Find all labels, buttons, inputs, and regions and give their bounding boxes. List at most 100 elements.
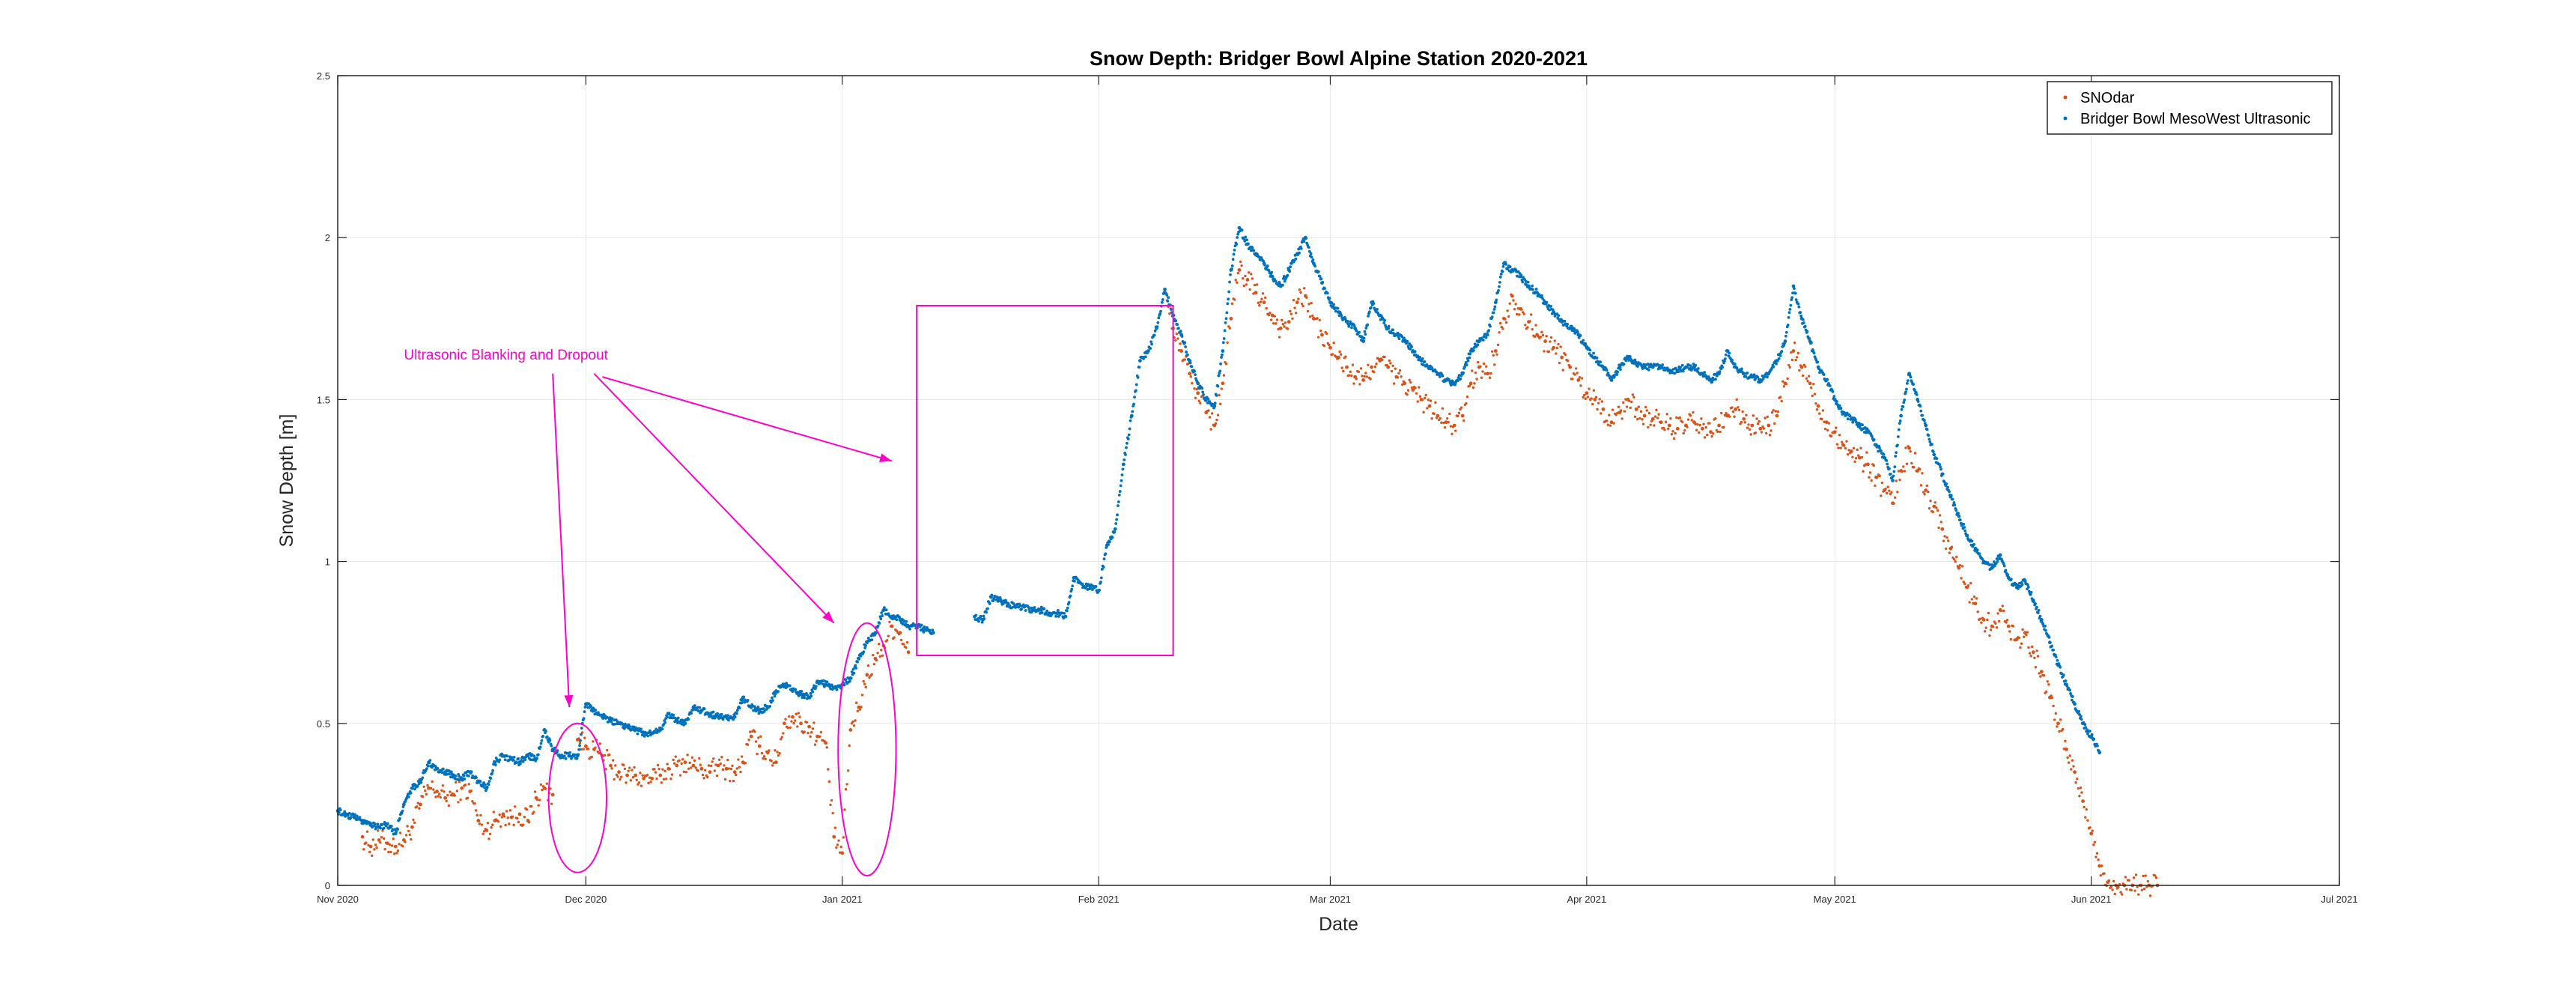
sample-dot: [1519, 273, 1523, 277]
sample-dot: [1183, 358, 1187, 361]
sample-dot: [2079, 786, 2083, 790]
sample-dot: [1481, 370, 1484, 373]
sample-dot: [499, 825, 502, 828]
snodar-point: [385, 841, 389, 846]
sample-dot: [371, 854, 374, 858]
sample-dot: [1331, 353, 1334, 356]
sample-dot: [1136, 376, 1140, 379]
sample-dot: [1300, 303, 1304, 306]
snodar-point: [708, 770, 712, 775]
sample-dot: [447, 804, 451, 807]
sample-dot: [1889, 472, 1892, 476]
sample-dot: [535, 798, 539, 801]
sample-dot: [870, 638, 874, 642]
sample-dot: [1464, 360, 1468, 364]
sample-dot: [854, 664, 857, 667]
snodar-point: [435, 790, 439, 794]
sample-dot: [835, 846, 838, 849]
sample-dot: [2009, 637, 2013, 641]
sample-dot: [2064, 679, 2068, 682]
sample-dot: [376, 829, 380, 832]
sample-dot: [809, 691, 812, 695]
snodar-point: [724, 766, 729, 771]
sample-dot: [1267, 269, 1271, 273]
sample-dot: [985, 610, 988, 614]
sample-dot: [1919, 467, 1922, 471]
sample-dot: [1403, 339, 1407, 342]
sample-dot: [1504, 318, 1507, 321]
sample-dot: [577, 748, 581, 751]
sample-dot: [1686, 418, 1690, 421]
sample-dot: [2071, 759, 2074, 762]
sample-dot: [1981, 557, 1984, 561]
sample-dot: [545, 735, 549, 739]
sample-dot: [864, 643, 867, 647]
annotation-arrowhead: [564, 694, 574, 708]
sample-dot: [400, 811, 404, 815]
sample-dot: [1822, 373, 1826, 376]
sample-dot: [1319, 329, 1322, 333]
sample-dot: [681, 758, 684, 761]
sample-dot: [698, 706, 702, 709]
legend-box: [2047, 81, 2333, 135]
sample-dot: [1671, 430, 1674, 433]
sample-dot: [416, 784, 419, 788]
sample-dot: [1403, 336, 1406, 340]
sample-dot: [1339, 353, 1343, 356]
sample-dot: [1445, 416, 1449, 420]
sample-dot: [471, 800, 474, 803]
sample-dot: [1883, 456, 1887, 460]
sample-dot: [1190, 365, 1194, 369]
sample-dot: [1179, 330, 1182, 333]
sample-dot: [1561, 369, 1565, 372]
sample-dot: [1366, 323, 1370, 327]
snodar-point: [1403, 381, 1407, 386]
sample-dot: [616, 775, 619, 778]
sample-dot: [687, 767, 690, 770]
snodar-point: [501, 812, 505, 816]
sample-dot: [1928, 437, 1931, 441]
sample-dot: [1647, 425, 1650, 429]
sample-dot: [709, 764, 713, 768]
sample-dot: [1383, 355, 1386, 359]
sample-dot: [445, 799, 448, 803]
sample-dot: [1221, 353, 1224, 357]
sample-dot: [1071, 584, 1075, 588]
sample-dot: [862, 679, 865, 683]
sample-dot: [1950, 545, 1954, 548]
sample-dot: [1904, 390, 1907, 394]
sample-dot: [2002, 609, 2005, 613]
sample-dot: [1706, 433, 1709, 437]
sample-dot: [858, 708, 862, 711]
sample-dot: [2124, 876, 2127, 879]
sample-dot: [1208, 416, 1212, 419]
sample-dot: [1893, 465, 1897, 469]
sample-dot: [836, 843, 839, 846]
sample-dot: [1975, 548, 1979, 552]
sample-dot: [425, 793, 428, 796]
sample-dot: [1433, 412, 1436, 416]
sample-dot: [410, 837, 413, 841]
sample-dot: [455, 781, 458, 784]
sample-dot: [1423, 360, 1427, 363]
chart-title: Snow Depth: Bridger Bowl Alpine Station …: [1090, 47, 1588, 70]
sample-dot: [1627, 359, 1630, 362]
sample-dot: [564, 757, 568, 760]
ultrasonic-point: [1113, 527, 1117, 531]
sample-dot: [1577, 336, 1581, 339]
sample-dot: [2100, 864, 2103, 867]
snodar-point: [484, 828, 489, 832]
sample-dot: [1838, 404, 1841, 407]
sample-dot: [833, 826, 837, 829]
sample-dot: [1522, 312, 1525, 315]
sample-dot: [1707, 375, 1710, 378]
snodar-point: [1675, 426, 1680, 431]
sample-dot: [1372, 302, 1376, 306]
sample-dot: [2154, 876, 2158, 879]
sample-dot: [850, 670, 854, 673]
sample-dot: [1914, 391, 1918, 394]
sample-dot: [1696, 423, 1699, 426]
sample-dot: [842, 836, 845, 839]
sample-dot: [793, 719, 797, 722]
sample-dot: [1248, 288, 1251, 291]
